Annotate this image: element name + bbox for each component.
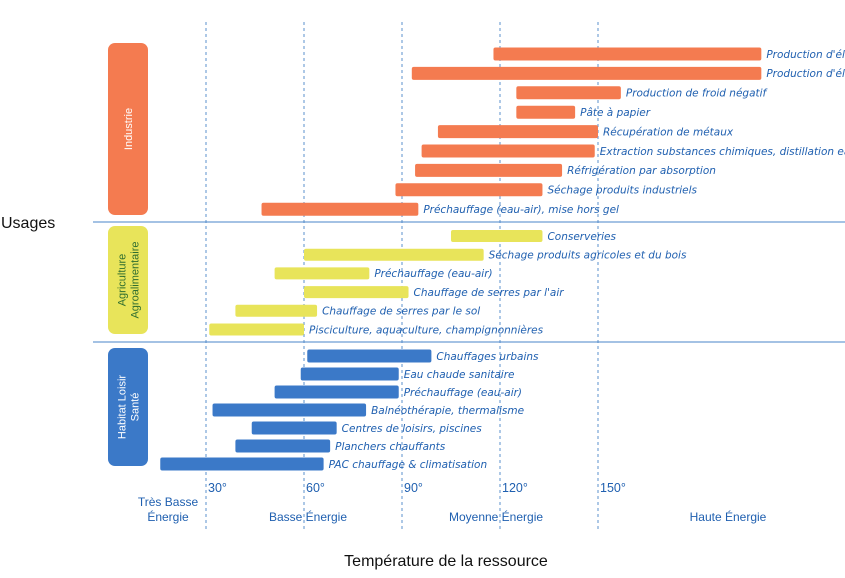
group-label-line: Santé: [130, 393, 142, 422]
group-label-line: Agriculture: [117, 254, 129, 307]
group-box: [108, 43, 148, 215]
group-box: [108, 348, 148, 466]
x-tick-label: 30°: [208, 481, 227, 495]
bar: [411, 66, 762, 80]
group-label-line: Habitat Loisir: [117, 375, 129, 440]
bar: [395, 183, 543, 197]
energy-label: Basse Énergie: [269, 509, 347, 524]
bar-label: Balnéothérapie, thermalisme: [371, 405, 524, 417]
bar-label: Séchage produits agricoles et du bois: [489, 250, 687, 262]
bar-label: Conserveries: [547, 231, 616, 243]
bar: [437, 125, 598, 139]
bar: [160, 457, 324, 471]
bar-label: Préchauffage (eau-air): [404, 387, 522, 399]
bar-label: Centres de loisirs, piscines: [342, 423, 483, 435]
bar-label: Eau chaude sanitaire: [404, 369, 515, 381]
x-tick-labels: 30° 60° 90° 120° 150°: [208, 481, 626, 495]
bar: [300, 367, 399, 381]
bar-label: Séchage produits industriels: [547, 185, 697, 197]
bar-label: Pisciculture, aquaculture, champignonniè…: [309, 324, 544, 336]
group-label-line: Industrie: [123, 108, 135, 150]
bar-label: Production de froid négatif: [626, 88, 769, 100]
bar: [415, 163, 563, 177]
x-tick-label: 90°: [404, 481, 423, 495]
bar: [493, 47, 762, 61]
bar-label: PAC chauffage & climatisation: [329, 459, 488, 471]
energy-label: Haute Énergie: [690, 509, 767, 524]
energy-label: Énergie: [147, 509, 189, 524]
bar: [516, 105, 576, 119]
bar-label: Extraction substances chimiques, distill…: [600, 146, 845, 158]
bar: [235, 439, 331, 453]
bar-label: Chauffages urbains: [436, 351, 539, 363]
bar-labels: Production d'électricité – Centrale à va…: [309, 49, 845, 471]
bar-label: Préchauffage (eau-air): [374, 268, 492, 280]
bar: [421, 144, 595, 158]
y-axis-title: Usages: [1, 215, 55, 232]
group-label: Industrie: [123, 108, 135, 150]
group-label: AgricultureAgroalimentaire: [117, 241, 142, 318]
bar: [516, 86, 621, 100]
bar: [209, 323, 304, 336]
bar-label: Chauffage de serres par le sol: [322, 306, 480, 318]
bar: [304, 248, 484, 261]
group-box: [108, 226, 148, 334]
bar-label: Planchers chauffants: [335, 441, 446, 453]
x-axis-title: Température de la ressource: [344, 553, 548, 570]
bar: [451, 230, 543, 242]
bars: [160, 47, 762, 471]
group-label: Habitat LoisirSanté: [117, 375, 142, 440]
energy-label: Très Basse: [138, 495, 199, 509]
bar-label: Pâte à papier: [580, 107, 651, 119]
bar: [304, 286, 409, 299]
group-separators: [93, 221, 845, 343]
bar: [307, 349, 432, 363]
group-label-line: Agroalimentaire: [130, 241, 142, 318]
bar: [212, 403, 367, 417]
bar-label: Récupération de métaux: [603, 126, 734, 138]
bar-label: Préchauffage (eau-air), mise hors gel: [423, 204, 619, 216]
x-tick-label: 120°: [502, 481, 528, 495]
bar: [261, 202, 419, 216]
energy-label: Moyenne Énergie: [449, 509, 543, 524]
bar: [274, 385, 399, 399]
bar: [251, 421, 337, 435]
group-boxes: Industrie AgricultureAgroalimentaire Habit…: [108, 43, 148, 466]
bar-label: Production d'électricité – Centrale à va…: [766, 49, 845, 61]
bar-label: Chauffage de serres par l'air: [414, 287, 565, 299]
bar: [274, 267, 370, 280]
x-tick-label: 150°: [600, 481, 626, 495]
bar: [235, 304, 318, 317]
bar-label: Production d'électricité – Centrale à cy…: [766, 68, 845, 80]
x-tick-label: 60°: [306, 481, 325, 495]
bar-label: Réfrigération par absorption: [567, 165, 716, 177]
